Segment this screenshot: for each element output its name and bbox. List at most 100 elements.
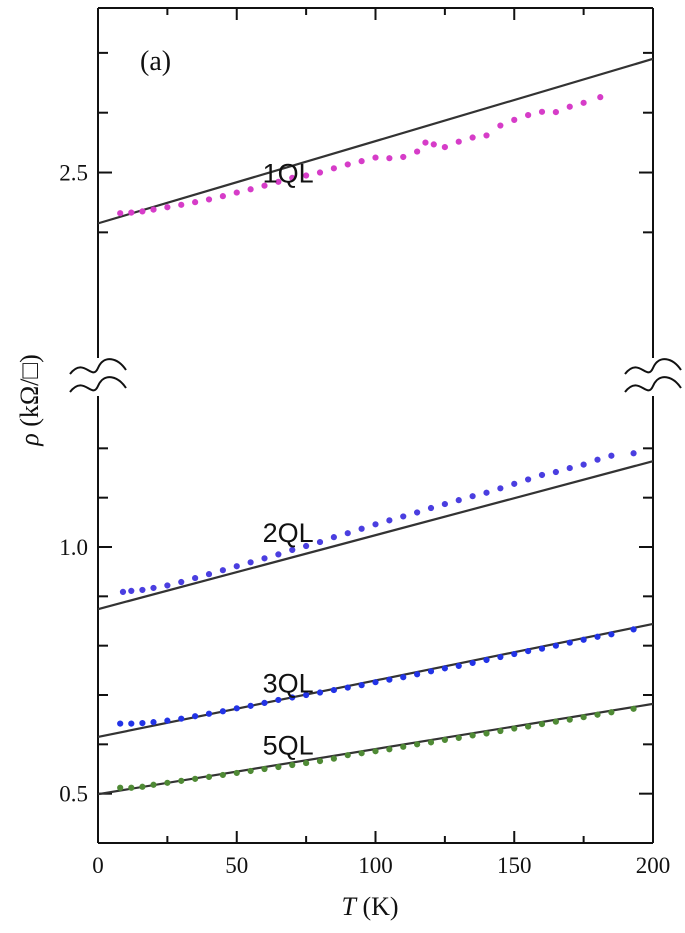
data-point	[289, 546, 296, 554]
data-point	[427, 739, 435, 746]
data-point	[427, 504, 435, 512]
series-2ql	[119, 450, 637, 595]
data-point	[358, 158, 365, 165]
data-point	[330, 686, 337, 694]
data-point	[192, 713, 199, 720]
data-point	[594, 711, 601, 718]
data-point	[400, 743, 407, 750]
data-point	[205, 571, 213, 578]
data-point	[139, 586, 146, 594]
data-point	[400, 674, 407, 681]
x-tick-label: 50	[225, 853, 248, 878]
data-point	[358, 525, 365, 532]
data-point	[441, 736, 448, 743]
data-point	[566, 639, 573, 646]
data-point	[455, 662, 462, 669]
x-tick-label: 0	[92, 853, 104, 878]
data-point	[117, 720, 124, 727]
data-point	[358, 682, 365, 689]
y-axis-symbol: ρ	[15, 433, 44, 446]
data-point	[128, 784, 135, 791]
x-axis-unit: (K)	[356, 892, 399, 921]
data-point	[192, 775, 199, 782]
data-point	[344, 161, 351, 168]
data-point	[552, 642, 559, 649]
data-point	[372, 154, 379, 161]
data-point	[422, 139, 429, 146]
data-point	[219, 193, 226, 200]
panel-label: (a)	[140, 46, 171, 77]
data-point	[178, 777, 185, 784]
series-3ql	[117, 626, 637, 727]
axis-break-left-2	[69, 376, 127, 393]
y-tick-label: 0.5	[59, 782, 88, 807]
data-point	[275, 178, 282, 185]
data-point	[525, 723, 532, 730]
data-point	[139, 720, 146, 727]
data-point	[386, 746, 393, 753]
text-layer: (a) T (K) ρ (kΩ/□) 0 50 100 150 200 2.5 1.0 0.5…	[15, 46, 670, 921]
data-point	[233, 769, 240, 777]
data-point	[630, 705, 637, 712]
data-point	[247, 559, 254, 566]
data-point	[219, 567, 226, 574]
data-point	[455, 138, 462, 145]
data-point	[566, 716, 573, 723]
axes-layer	[69, 7, 682, 844]
data-point	[469, 134, 476, 141]
data-point	[608, 452, 615, 459]
data-point	[205, 710, 213, 717]
data-point	[511, 480, 518, 487]
data-point	[150, 719, 157, 726]
y-tick-label: 2.5	[59, 161, 88, 186]
data-point	[414, 509, 421, 516]
data-point	[538, 721, 546, 728]
data-point	[608, 709, 615, 716]
x-axis-symbol: T	[341, 892, 357, 921]
data-point	[630, 450, 637, 457]
data-point	[261, 555, 268, 562]
data-point	[205, 196, 213, 203]
data-point	[597, 94, 604, 101]
data-point	[372, 521, 379, 528]
data-point	[119, 588, 127, 595]
data-point	[630, 626, 637, 633]
data-point	[316, 538, 324, 546]
data-point	[219, 708, 226, 715]
axis-break-left-1	[69, 358, 127, 375]
data-point	[164, 779, 171, 786]
data-point	[192, 574, 199, 582]
data-point	[414, 671, 421, 678]
data-point	[275, 551, 282, 558]
data-point	[430, 141, 437, 148]
x-tick-label: 200	[636, 853, 671, 878]
data-point	[372, 679, 379, 686]
data-point	[594, 633, 601, 640]
data-point	[566, 464, 573, 472]
x-tick-label: 100	[358, 853, 393, 878]
series-label-2ql: 2QL	[263, 518, 314, 548]
data-point	[358, 750, 365, 757]
data-point	[117, 784, 124, 791]
data-point	[525, 647, 532, 655]
series-label-1ql: 1QL	[263, 159, 314, 189]
data-point	[441, 500, 448, 508]
y-tick-label: 1.0	[59, 535, 88, 560]
data-point	[497, 727, 504, 735]
data-point	[233, 563, 240, 570]
data-point	[580, 714, 587, 721]
data-point	[139, 208, 146, 215]
fit-line-2ql	[97, 460, 654, 611]
data-point	[275, 763, 282, 771]
data-point	[303, 691, 310, 699]
data-point	[580, 99, 587, 106]
data-point	[441, 665, 448, 672]
data-point	[483, 489, 490, 496]
data-point	[205, 773, 213, 780]
data-point	[511, 725, 518, 732]
data-point	[164, 204, 171, 211]
data-point	[117, 210, 124, 217]
data-point	[344, 530, 351, 537]
data-point	[455, 734, 462, 742]
series-label-3ql: 3QL	[263, 669, 314, 699]
